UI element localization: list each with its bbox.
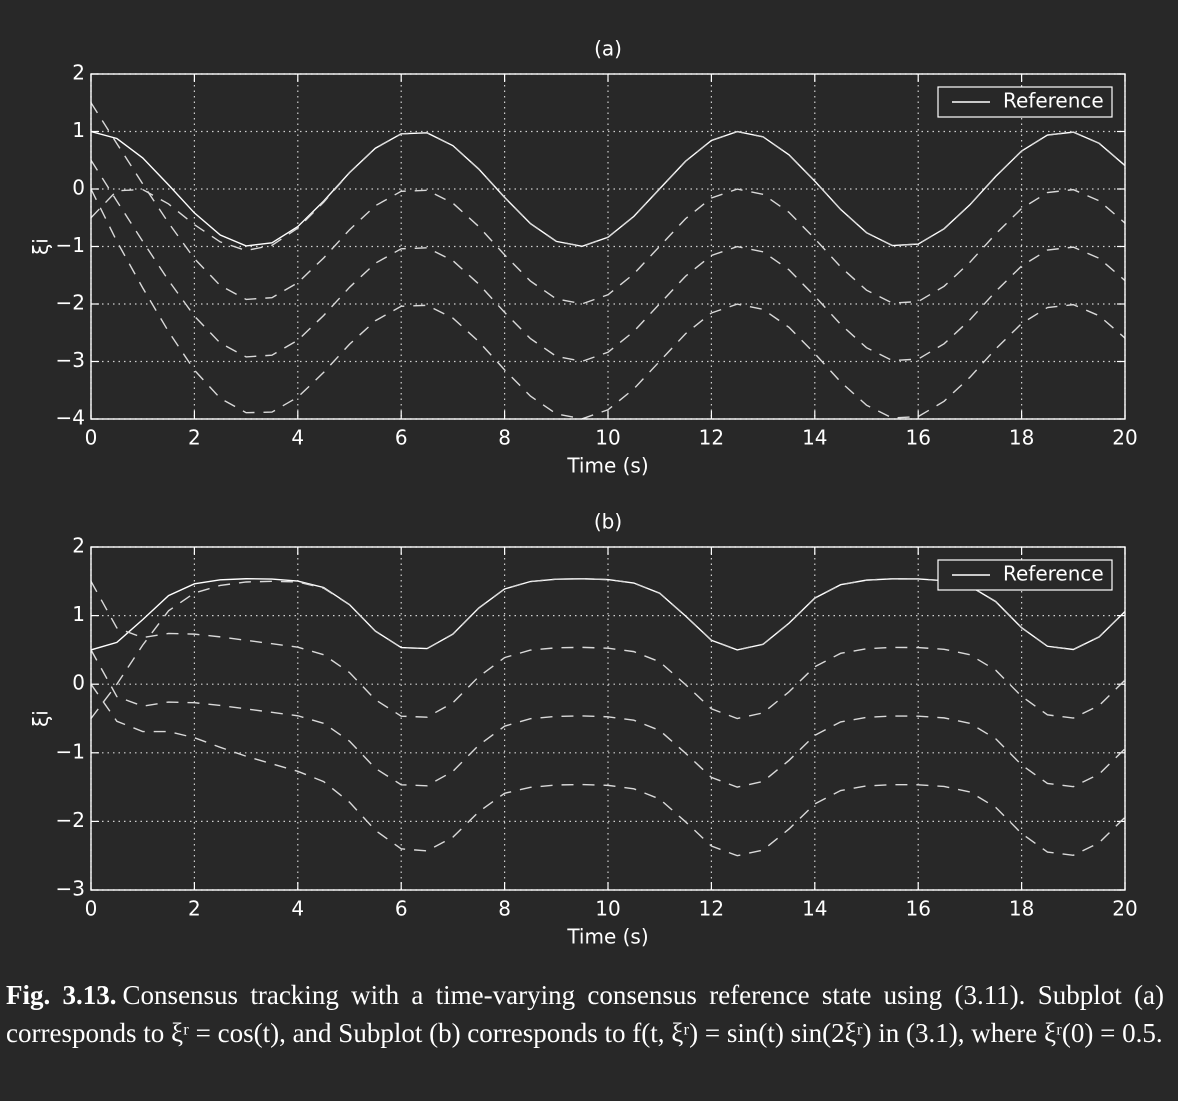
x-tick-label: 2	[188, 426, 201, 450]
y-tick-label: −2	[56, 808, 85, 832]
y-tick-label: −2	[56, 291, 85, 315]
x-tick-label: 0	[85, 897, 98, 921]
x-tick-label: 10	[595, 426, 620, 450]
y-axis-label: ξi	[29, 238, 53, 255]
x-tick-label: 10	[595, 897, 620, 921]
x-tick-label: 8	[498, 897, 511, 921]
figure: (a)Time (s)ξi0 2 4 6 8 10 12 14 16 18 20−4−3−2−101…	[29, 37, 1138, 949]
chart-title: (a)	[594, 37, 622, 61]
x-tick-label: 16	[905, 897, 930, 921]
y-tick-label: −3	[56, 877, 85, 901]
x-tick-label: 2	[188, 897, 201, 921]
data-line	[91, 683, 1125, 857]
y-axis-label: ξi	[29, 710, 53, 727]
x-tick-label: 8	[498, 426, 511, 450]
y-tick-label: 2	[72, 61, 85, 85]
x-axis-label: Time (s)	[566, 925, 648, 949]
y-tick-label: 0	[72, 671, 85, 695]
plot-area	[91, 102, 1125, 419]
y-tick-label: −3	[56, 348, 85, 372]
x-tick-label: 14	[802, 897, 827, 921]
y-tick-label: −1	[56, 739, 85, 763]
y-tick-label: 1	[72, 602, 85, 626]
x-tick-label: 4	[291, 426, 304, 450]
data-line	[91, 580, 1125, 720]
x-tick-label: 16	[905, 426, 930, 450]
x-tick-label: 4	[291, 897, 304, 921]
x-tick-label: 18	[1009, 897, 1034, 921]
data-line	[91, 649, 1125, 788]
x-tick-label: 20	[1112, 426, 1137, 450]
x-tick-label: 14	[802, 426, 827, 450]
y-tick-label: 0	[72, 176, 85, 200]
plot-area	[91, 578, 1125, 857]
axes-frame	[90, 73, 1126, 420]
x-tick-label: 18	[1009, 426, 1034, 450]
legend-label: Reference	[1003, 89, 1104, 113]
caption: Fig. 3.13. Consensus tracking with a time…	[6, 976, 1164, 1052]
axes-frame	[90, 546, 1126, 891]
caption-text: Consensus tracking with a time-varying c…	[6, 980, 1164, 1048]
x-tick-label: 0	[85, 426, 98, 450]
x-tick-label: 20	[1112, 897, 1137, 921]
x-tick-label: 12	[699, 897, 724, 921]
x-tick-label: 6	[395, 426, 408, 450]
y-tick-label: −4	[56, 406, 85, 430]
y-tick-label: −1	[56, 233, 85, 257]
data-line	[91, 159, 1125, 363]
data-line	[91, 130, 1125, 252]
x-axis-label: Time (s)	[566, 454, 648, 478]
legend-label: Reference	[1003, 562, 1104, 586]
caption-label: Fig. 3.13.	[6, 980, 117, 1010]
x-tick-label: 6	[395, 897, 408, 921]
data-line	[91, 188, 1125, 419]
chart-title: (b)	[594, 510, 622, 534]
x-tick-label: 12	[699, 426, 724, 450]
data-line	[91, 102, 1125, 305]
y-tick-label: 1	[72, 118, 85, 142]
y-tick-label: 2	[72, 534, 85, 558]
